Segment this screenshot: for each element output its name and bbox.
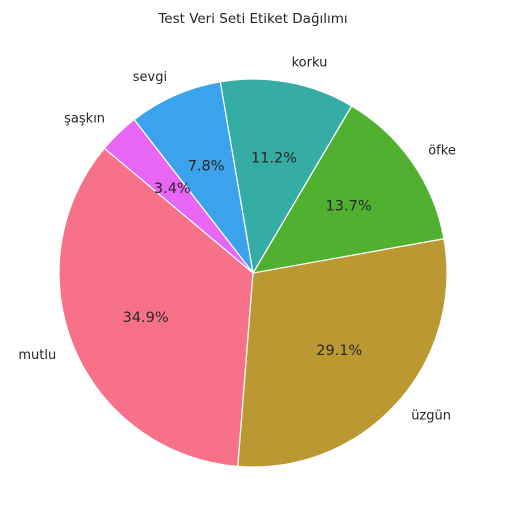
category-label-şaşkın: şaşkın	[64, 112, 105, 127]
category-label-üzgün: üzgün	[411, 409, 451, 424]
pct-label-üzgün: 29.1%	[316, 343, 362, 359]
pie-slice-mutlu	[58, 147, 254, 468]
pct-label-şaşkın: 3.4%	[154, 181, 191, 197]
category-labels: mutlu üzgün öfke korku sevgi şaşkın	[18, 56, 455, 424]
category-label-korku: korku	[292, 56, 328, 71]
pie-slice-korku	[219, 78, 353, 275]
chart-title: Test Veri Seti Etiket Dağılımı	[157, 11, 347, 27]
pct-label-mutlu: 34.9%	[123, 310, 169, 326]
category-label-sevgi: sevgi	[133, 70, 167, 85]
category-label-öfke: öfke	[428, 144, 456, 159]
pct-label-sevgi: 7.8%	[188, 158, 225, 174]
percentage-labels: 34.9% 29.1% 13.7% 11.2% 7.8% 3.4%	[123, 151, 372, 360]
pie-slice-şaşkın	[103, 118, 254, 274]
pie-slice-sevgi	[133, 81, 254, 274]
category-label-mutlu: mutlu	[18, 348, 56, 363]
pct-label-korku: 11.2%	[251, 151, 297, 167]
pie-slices	[58, 78, 448, 468]
pie-slice-üzgün	[237, 238, 448, 468]
pie-slice-öfke	[251, 105, 445, 274]
pct-label-öfke: 13.7%	[326, 199, 372, 215]
